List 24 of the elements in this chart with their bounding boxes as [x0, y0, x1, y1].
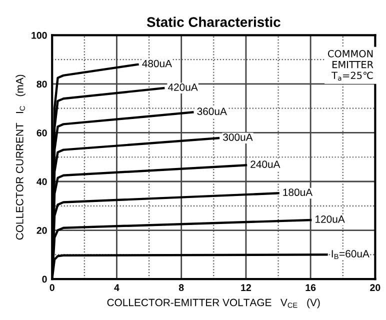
- series-label: 480uA: [142, 60, 172, 68]
- y-tick-label: 60: [36, 129, 47, 136]
- x-tick-label: 20: [370, 284, 380, 292]
- series-label: 360uA: [197, 108, 227, 116]
- x-tick-label: 4: [114, 284, 120, 291]
- x-tick-label: 8: [178, 284, 184, 292]
- y-tick-label: 0: [42, 276, 47, 283]
- text: COLLECTOR-EMITTER VOLTAGE V$_{CE}$ (V): [107, 298, 320, 308]
- x-tick-label: 12: [241, 284, 251, 291]
- annotation: COMMON EMITTER T$_{a}$=25℃: [328, 50, 374, 81]
- y-tick-label: 100: [32, 32, 47, 39]
- series-label: 180uA: [283, 188, 313, 196]
- series-label: I$_{B}$=60uA: [332, 250, 370, 259]
- text: COLLECTOR CURRENT I$_{C}$ (mA): [16, 74, 26, 240]
- y-tick-label: 40: [36, 178, 47, 186]
- series-label: 240uA: [250, 160, 280, 168]
- chart-title: Static Characteristic: [146, 16, 280, 28]
- y-tick-label: 80: [36, 80, 47, 88]
- x-tick-label: 16: [306, 284, 316, 292]
- series-label: 420uA: [168, 84, 198, 91]
- series-label: 120uA: [316, 215, 345, 223]
- y-tick-label: 20: [36, 227, 47, 234]
- x-tick-label: 0: [50, 284, 54, 292]
- series-label: 300uA: [223, 134, 253, 141]
